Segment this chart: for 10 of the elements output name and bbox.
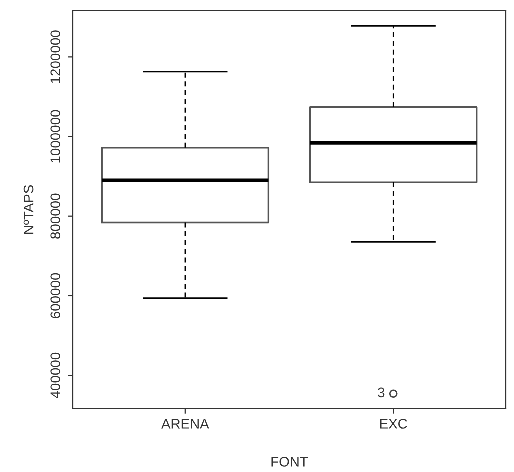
- x-axis-title: FONT: [272, 457, 308, 467]
- y-tick-label: 1200000: [50, 30, 61, 84]
- y-axis-title: NºTAPS: [24, 185, 34, 234]
- y-tick-label: 1000000: [50, 110, 61, 163]
- y-tick-label: 400000: [50, 352, 61, 398]
- y-tick-label: 600000: [50, 273, 61, 318]
- x-tick-label: ARENA: [162, 419, 210, 429]
- x-tick-label: EXC: [380, 419, 408, 429]
- annotation: 3: [378, 388, 385, 398]
- y-tick-label: 800000: [50, 194, 61, 239]
